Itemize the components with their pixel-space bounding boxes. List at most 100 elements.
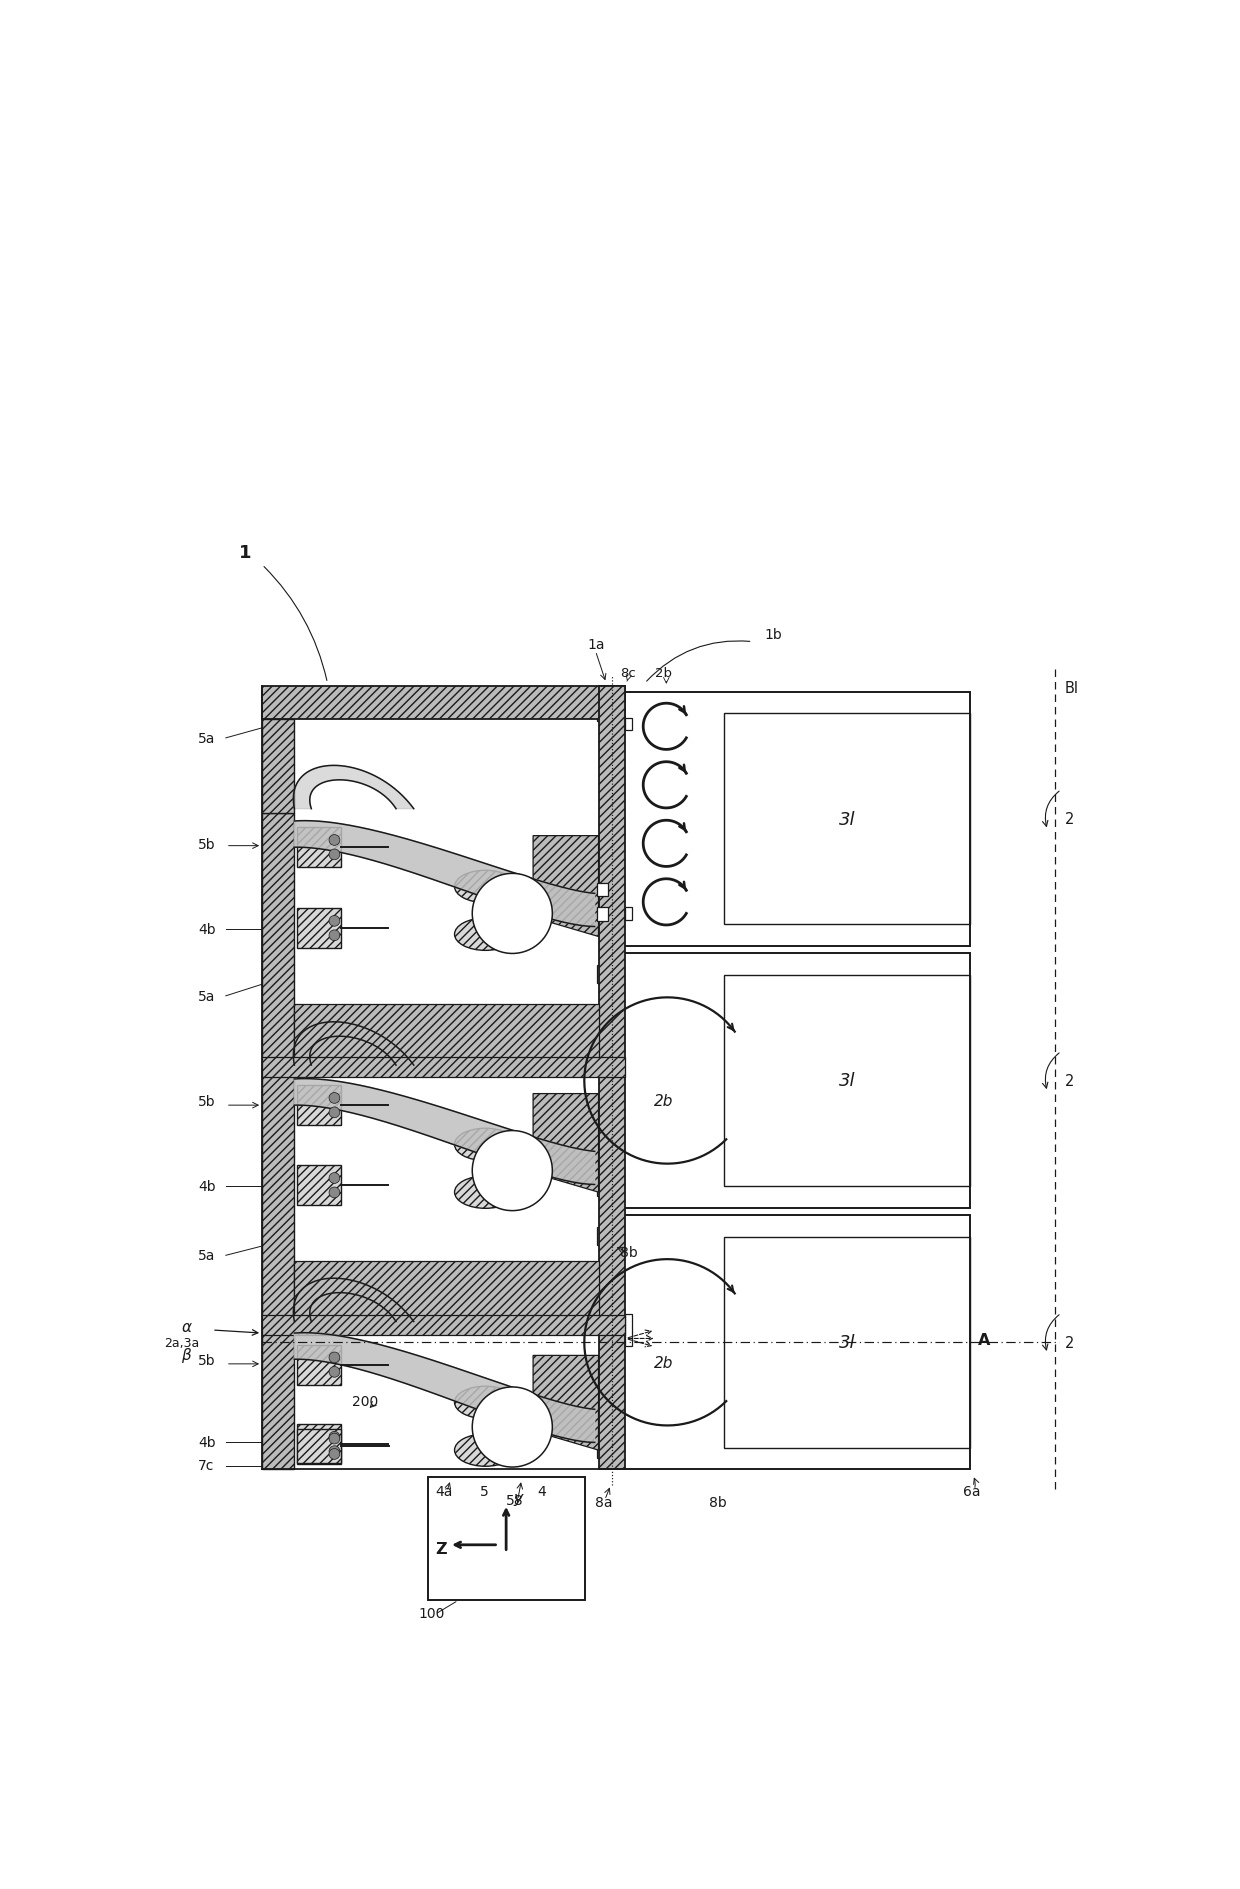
Text: 2: 2 xyxy=(1064,812,1074,827)
Text: 3l: 3l xyxy=(839,810,856,827)
Circle shape xyxy=(329,1434,340,1445)
Text: 200: 200 xyxy=(352,1394,378,1409)
Bar xyxy=(724,714,971,926)
Text: Z: Z xyxy=(435,1541,446,1557)
Bar xyxy=(596,909,608,922)
Text: 5a: 5a xyxy=(198,1249,216,1262)
Bar xyxy=(596,1179,614,1196)
Text: 5b: 5b xyxy=(198,1353,216,1368)
Bar xyxy=(611,691,971,946)
Bar xyxy=(296,1428,341,1464)
Text: 2b: 2b xyxy=(653,1354,673,1370)
Bar xyxy=(296,1424,341,1464)
Text: 58: 58 xyxy=(506,1492,523,1507)
Text: 5a: 5a xyxy=(198,731,216,746)
Text: 5b: 5b xyxy=(198,837,216,852)
Circle shape xyxy=(329,1449,340,1460)
Text: 3l: 3l xyxy=(839,1334,856,1353)
Bar xyxy=(294,1003,599,1069)
Circle shape xyxy=(329,931,340,941)
Circle shape xyxy=(329,916,340,927)
Text: y: y xyxy=(513,1490,523,1506)
Bar xyxy=(596,916,614,935)
Bar xyxy=(296,1345,341,1385)
Text: 4a: 4a xyxy=(435,1485,453,1498)
Text: 6a: 6a xyxy=(962,1485,981,1498)
Circle shape xyxy=(329,835,340,846)
Bar xyxy=(611,954,971,1207)
Circle shape xyxy=(329,1094,340,1103)
Bar xyxy=(596,1439,614,1458)
Bar xyxy=(262,1315,625,1336)
Text: α: α xyxy=(181,1319,191,1334)
Text: 8a: 8a xyxy=(595,1494,613,1509)
Circle shape xyxy=(329,1445,340,1456)
Circle shape xyxy=(329,850,340,859)
Bar xyxy=(262,688,625,720)
Text: 2a,3a: 2a,3a xyxy=(164,1336,200,1349)
Bar xyxy=(625,909,631,920)
Circle shape xyxy=(329,1188,340,1198)
Text: 3l: 3l xyxy=(839,1071,856,1090)
Ellipse shape xyxy=(455,1128,516,1162)
Polygon shape xyxy=(294,1334,595,1443)
Text: 2b: 2b xyxy=(655,667,672,680)
Circle shape xyxy=(472,1387,552,1468)
Bar xyxy=(596,1228,614,1245)
Bar xyxy=(262,720,294,812)
Ellipse shape xyxy=(455,1177,516,1209)
Ellipse shape xyxy=(455,1387,516,1419)
Polygon shape xyxy=(533,837,599,937)
Polygon shape xyxy=(533,1094,599,1192)
Bar xyxy=(625,1315,631,1347)
Bar xyxy=(724,1237,971,1449)
Text: 7c: 7c xyxy=(198,1458,215,1473)
Polygon shape xyxy=(294,1022,414,1065)
Circle shape xyxy=(329,1353,340,1364)
Text: A: A xyxy=(978,1332,991,1347)
Text: β: β xyxy=(181,1347,191,1362)
Bar xyxy=(596,705,614,722)
Text: 8b: 8b xyxy=(620,1245,637,1260)
Text: 1a: 1a xyxy=(588,637,605,652)
Polygon shape xyxy=(533,1356,599,1451)
Ellipse shape xyxy=(455,918,516,950)
Polygon shape xyxy=(294,822,595,927)
Polygon shape xyxy=(294,765,414,808)
Text: 1: 1 xyxy=(239,544,252,561)
Text: 5a: 5a xyxy=(198,990,216,1003)
Ellipse shape xyxy=(455,871,516,903)
Ellipse shape xyxy=(455,1434,516,1466)
Text: 2: 2 xyxy=(1064,1336,1074,1351)
Bar xyxy=(296,1086,341,1126)
Bar xyxy=(262,812,294,1069)
Bar xyxy=(262,1069,294,1326)
Text: 8c: 8c xyxy=(620,667,636,680)
Bar xyxy=(262,1326,294,1470)
Text: 2: 2 xyxy=(1064,1073,1074,1088)
Circle shape xyxy=(329,1368,340,1377)
Bar xyxy=(296,909,341,948)
Bar xyxy=(296,1166,341,1205)
Text: 5: 5 xyxy=(480,1485,489,1498)
Circle shape xyxy=(329,1107,340,1118)
Text: 2b: 2b xyxy=(653,1094,673,1109)
Bar xyxy=(296,827,341,867)
Bar xyxy=(262,1058,625,1077)
Text: 4: 4 xyxy=(537,1485,546,1498)
Text: 4b: 4b xyxy=(198,922,216,937)
Bar xyxy=(428,1477,585,1600)
Circle shape xyxy=(329,1173,340,1184)
Text: 8b: 8b xyxy=(708,1494,727,1509)
Circle shape xyxy=(329,1432,340,1443)
Text: 5b: 5b xyxy=(198,1094,216,1109)
Polygon shape xyxy=(294,1279,414,1322)
Text: 4b: 4b xyxy=(198,1179,216,1194)
Bar xyxy=(724,975,971,1186)
Bar xyxy=(596,965,614,982)
Bar xyxy=(596,884,608,897)
Polygon shape xyxy=(294,1079,595,1184)
Circle shape xyxy=(472,875,552,954)
Bar xyxy=(599,688,625,1470)
Circle shape xyxy=(472,1132,552,1211)
